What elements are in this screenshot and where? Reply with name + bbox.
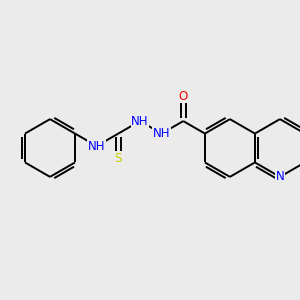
- Text: NH: NH: [88, 140, 105, 153]
- Text: O: O: [178, 90, 188, 103]
- Text: S: S: [115, 152, 122, 165]
- Text: NH: NH: [153, 127, 170, 140]
- Text: NH: NH: [131, 115, 149, 128]
- Text: N: N: [275, 170, 284, 183]
